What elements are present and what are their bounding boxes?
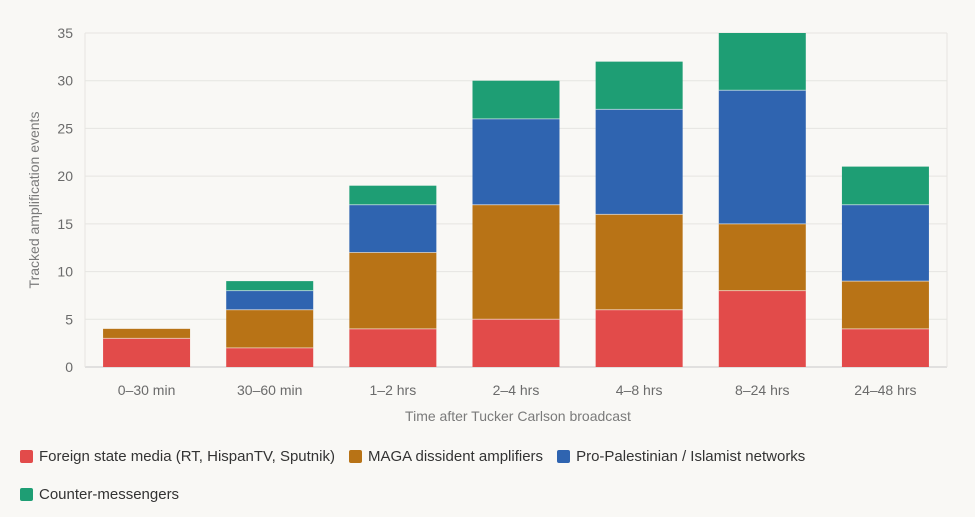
y-axis-ticks: 0 5 10 15 20 25 30 35: [57, 25, 73, 375]
bar-segment: [472, 80, 560, 119]
bar-segment: [595, 309, 683, 367]
bar-segment: [841, 166, 929, 205]
bar-segment: [103, 328, 191, 339]
legend-swatch: [557, 449, 571, 463]
bar-segment: [841, 328, 929, 367]
bar-segment: [226, 347, 314, 367]
bar-segment: [718, 90, 806, 224]
bar-segment: [103, 338, 191, 367]
legend-item[interactable]: Foreign state media (RT, HispanTV, Sputn…: [20, 446, 335, 466]
y-axis-title: Tracked amplification events: [26, 112, 42, 289]
stacked-bar-chart: 0 5 10 15 20 25 30 35 0–30 min 30–60 min 1–2 hrs 2…: [26, 25, 948, 424]
y-tick-label: 20: [57, 168, 73, 184]
x-axis-ticks: 0–30 min 30–60 min 1–2 hrs 2–4 hrs 4–8 hrs 8–…: [118, 382, 917, 398]
y-tick-label: 25: [57, 120, 73, 136]
legend-label: Counter-messengers: [39, 485, 180, 503]
x-axis-title: Time after Tucker Carlson broadcast: [405, 408, 631, 424]
bar-segment: [349, 204, 437, 253]
bar-segment: [349, 252, 437, 329]
bar-segment: [718, 33, 806, 91]
bar-segment: [349, 185, 437, 205]
bar-segment: [472, 118, 560, 205]
bar-segment: [841, 281, 929, 329]
bar-segment: [472, 319, 560, 367]
legend-item[interactable]: MAGA dissident amplifiers: [348, 446, 544, 466]
bar-segment: [595, 61, 683, 110]
bar-segment: [226, 309, 314, 348]
x-tick-label: 24–48 hrs: [854, 382, 916, 398]
legend-swatch: [20, 487, 33, 501]
bar-segment: [841, 204, 929, 282]
bar-segment: [595, 214, 683, 310]
legend-label: Pro-Palestinian / Islamist networks: [576, 447, 806, 465]
legend-item[interactable]: Pro-Palestinian / Islamist networks: [557, 446, 805, 466]
y-tick-label: 35: [57, 25, 73, 41]
legend-swatch: [348, 449, 362, 463]
legend-label: Foreign state media (RT, HispanTV, Sputn…: [39, 447, 335, 465]
chart-legend: Foreign state media (RT, HispanTV, Sputn…: [20, 446, 960, 504]
bar-segment: [226, 290, 314, 310]
y-tick-label: 10: [57, 264, 73, 280]
legend-label: MAGA dissident amplifiers: [367, 447, 544, 465]
x-tick-label: 1–2 hrs: [370, 382, 417, 398]
y-tick-label: 15: [57, 216, 73, 232]
x-tick-label: 4–8 hrs: [616, 382, 663, 398]
x-tick-label: 0–30 min: [118, 382, 176, 398]
x-tick-label: 2–4 hrs: [493, 382, 540, 398]
y-tick-label: 0: [65, 359, 73, 375]
x-tick-label: 30–60 min: [237, 382, 302, 398]
bar-segment: [226, 281, 314, 291]
y-tick-label: 30: [57, 73, 73, 89]
legend-item[interactable]: Counter-messengers: [20, 484, 179, 504]
bar-segment: [472, 204, 560, 320]
x-tick-label: 8–24 hrs: [735, 382, 789, 398]
bars: [103, 33, 929, 367]
bar-segment: [718, 290, 806, 367]
bar-segment: [718, 223, 806, 291]
y-tick-label: 5: [65, 311, 73, 327]
legend-swatch: [20, 449, 33, 463]
bar-segment: [349, 328, 437, 367]
bar-segment: [595, 109, 683, 215]
